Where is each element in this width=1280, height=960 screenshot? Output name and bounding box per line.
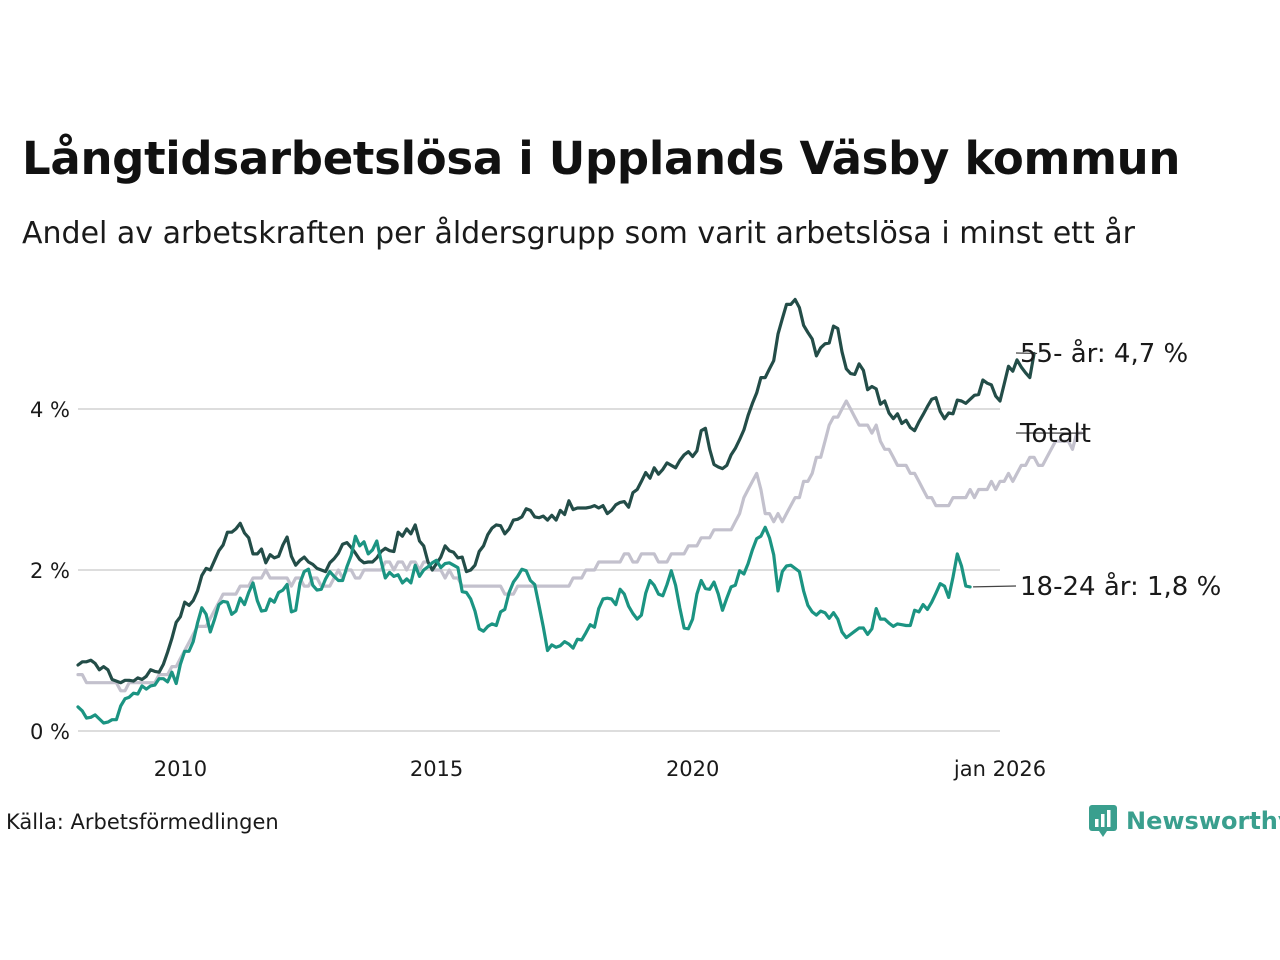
y-tick-label: 4 % bbox=[30, 398, 70, 422]
series-line-total bbox=[76, 399, 1083, 693]
x-tick-labels: 2010 2015 2020 jan 2026 bbox=[154, 757, 1046, 781]
x-tick-label: 2015 bbox=[410, 757, 463, 781]
series-label-total: Totalt bbox=[1019, 419, 1091, 449]
x-tick-label: jan 2026 bbox=[953, 757, 1046, 781]
chart-subtitle: Andel av arbetskraften per åldersgrupp s… bbox=[22, 216, 1135, 251]
newsworthy-logo-text: Newsworthy bbox=[1126, 807, 1280, 835]
newsworthy-logo-icon bbox=[1089, 805, 1117, 837]
series-end-labels: Totalt 55- år: 4,7 % 18-24 år: 1,8 % bbox=[973, 338, 1221, 602]
y-tick-label: 2 % bbox=[30, 559, 70, 583]
newsworthy-logo[interactable]: Newsworthy bbox=[1088, 804, 1280, 838]
grid-lines bbox=[78, 408, 1000, 732]
x-tick-label: 2020 bbox=[666, 757, 719, 781]
y-tick-labels: 0 % 2 % 4 % bbox=[30, 398, 70, 744]
series-line-s55 bbox=[76, 297, 1036, 685]
source-note: Källa: Arbetsförmedlingen bbox=[6, 810, 279, 834]
series-lines bbox=[76, 297, 1083, 725]
series-label-s1824: 18-24 år: 1,8 % bbox=[1020, 571, 1221, 602]
series-line-s1824 bbox=[76, 525, 972, 725]
x-tick-label: 2010 bbox=[154, 757, 207, 781]
y-tick-label: 0 % bbox=[30, 720, 70, 744]
chart-title: Långtidsarbetslösa i Upplands Väsby komm… bbox=[22, 132, 1181, 185]
label-leader-s1824 bbox=[973, 585, 1017, 588]
series-label-s55: 55- år: 4,7 % bbox=[1020, 338, 1188, 369]
